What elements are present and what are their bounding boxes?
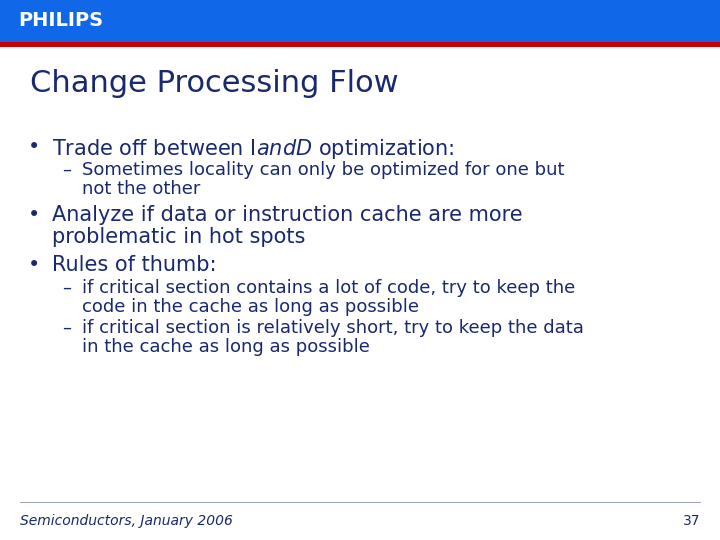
- Text: –: –: [62, 319, 71, 337]
- Text: problematic in hot spots: problematic in hot spots: [52, 227, 305, 247]
- Text: –: –: [62, 161, 71, 179]
- Text: not the other: not the other: [82, 180, 200, 198]
- Text: Trade off between I$ and D$ optimization:: Trade off between I$ and D$ optimization…: [52, 137, 454, 161]
- Bar: [0, 0, 720, 42]
- Text: Semiconductors, January 2006: Semiconductors, January 2006: [20, 514, 233, 528]
- Text: Change Processing Flow: Change Processing Flow: [30, 69, 399, 98]
- Text: •: •: [28, 205, 40, 225]
- Text: if critical section is relatively short, try to keep the data: if critical section is relatively short,…: [82, 319, 584, 337]
- Text: Sometimes locality can only be optimized for one but: Sometimes locality can only be optimized…: [82, 161, 564, 179]
- Text: PHILIPS: PHILIPS: [18, 11, 103, 30]
- Bar: [0, 42, 720, 47]
- Text: –: –: [62, 279, 71, 297]
- Text: 37: 37: [683, 514, 700, 528]
- Text: if critical section contains a lot of code, try to keep the: if critical section contains a lot of co…: [82, 279, 575, 297]
- Text: •: •: [28, 137, 40, 157]
- Text: code in the cache as long as possible: code in the cache as long as possible: [82, 298, 419, 316]
- Text: in the cache as long as possible: in the cache as long as possible: [82, 338, 370, 356]
- Text: Analyze if data or instruction cache are more: Analyze if data or instruction cache are…: [52, 205, 523, 225]
- Text: Rules of thumb:: Rules of thumb:: [52, 255, 217, 275]
- Text: •: •: [28, 255, 40, 275]
